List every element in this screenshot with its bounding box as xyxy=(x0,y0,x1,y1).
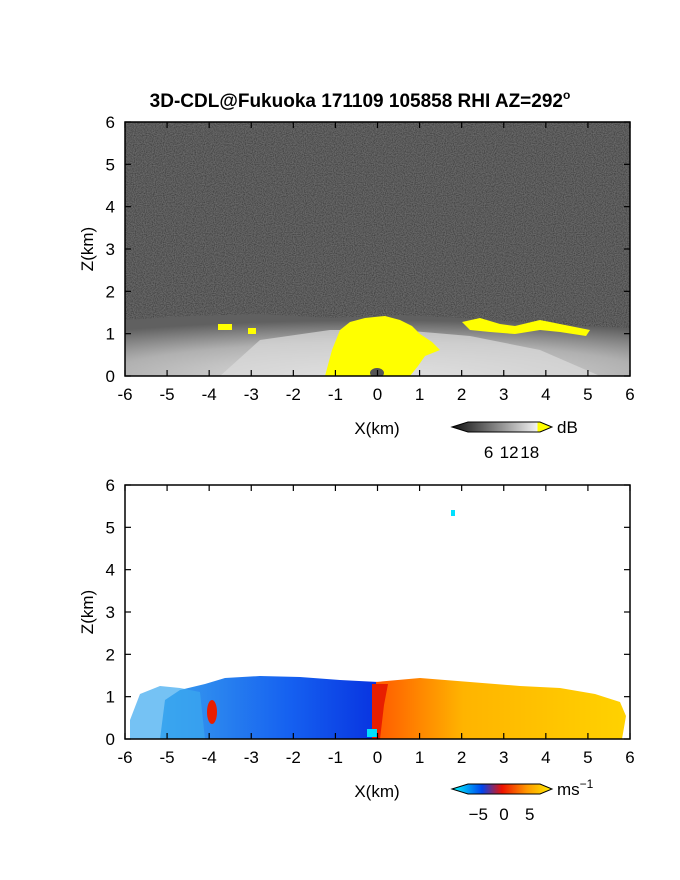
x-tick-label: -5 xyxy=(160,385,175,404)
x-tick-label: 2 xyxy=(457,748,466,767)
x-tick-label: -5 xyxy=(160,748,175,767)
axes-velocity: -6 -5 -4 -3 -2 -1 0 1 2 3 4 5 6 0 1 2 3 4 5 6 xyxy=(106,476,635,767)
yellow-patch-left-1 xyxy=(218,324,232,330)
colorbar-tick-label: 18 xyxy=(520,443,539,462)
x-tick-label: -4 xyxy=(202,385,217,404)
panel-velocity: -6 -5 -4 -3 -2 -1 0 1 2 3 4 5 6 0 1 2 3 4 5 6 X(km) Z(km) m… xyxy=(78,476,635,824)
x-tick-label: 1 xyxy=(415,385,424,404)
red-shear-band xyxy=(372,684,388,739)
y-tick-label: 1 xyxy=(106,688,115,707)
x-tick-label: 2 xyxy=(457,385,466,404)
red-pocket-left xyxy=(207,700,217,724)
colorbar-tick-label: 5 xyxy=(525,805,534,824)
x-tick-label: 0 xyxy=(373,385,382,404)
x-tick-label: -1 xyxy=(328,748,343,767)
yellow-patch-left-2 xyxy=(248,328,256,334)
colorbar-body xyxy=(450,421,554,433)
x-tick-label: 5 xyxy=(583,748,592,767)
y-tick-label: 3 xyxy=(106,603,115,622)
colorbar-velocity: ms−1 −5 0 5 xyxy=(450,777,594,824)
chart-title-degree-sign: o xyxy=(563,88,570,102)
x-tick-label: 1 xyxy=(415,748,424,767)
x-tick-label: -1 xyxy=(328,385,343,404)
x-tick-label: -2 xyxy=(286,748,301,767)
colorbar-tick-label: −5 xyxy=(469,805,488,824)
y-tick-label: 1 xyxy=(106,325,115,344)
y-tick-label: 6 xyxy=(106,113,115,132)
cyan-ground-echo xyxy=(367,729,377,737)
x-tick-label: -3 xyxy=(244,385,259,404)
reflectivity-field xyxy=(125,122,630,376)
x-axis-label: X(km) xyxy=(354,782,399,801)
colorbar-unit: ms−1 xyxy=(557,777,594,799)
colorbar-reflectivity: dB 6 12 18 xyxy=(450,418,578,462)
negative-velocity-region xyxy=(160,676,378,739)
colorbar-tick-label: 12 xyxy=(500,443,519,462)
colorbar-unit-exponent: −1 xyxy=(580,777,594,791)
x-tick-label: -3 xyxy=(244,748,259,767)
x-tick-label: -6 xyxy=(117,748,132,767)
colorbar-body xyxy=(450,783,554,795)
x-tick-label: -2 xyxy=(286,385,301,404)
positive-velocity-region xyxy=(376,678,626,739)
colorbar-tick-label: 0 xyxy=(499,805,508,824)
x-tick-label: 3 xyxy=(499,385,508,404)
y-tick-label: 0 xyxy=(106,367,115,386)
axes-reflectivity: -6 -5 -4 -3 -2 -1 0 1 2 3 4 5 6 0 1 2 3 4 5 6 xyxy=(106,113,635,404)
y-tick-label: 0 xyxy=(106,730,115,749)
y-tick-label: 4 xyxy=(106,198,115,217)
colorbar-unit: dB xyxy=(557,418,578,437)
y-tick-label: 4 xyxy=(106,561,115,580)
y-axis-label: Z(km) xyxy=(78,227,97,271)
x-axis-label: X(km) xyxy=(354,419,399,438)
colorbar-unit-base: ms xyxy=(557,780,580,799)
x-tick-label: 5 xyxy=(583,385,592,404)
x-tick-label: 4 xyxy=(541,385,550,404)
x-tick-label: 6 xyxy=(625,748,634,767)
colorbar-tick-label: 6 xyxy=(484,443,493,462)
x-tick-label: 3 xyxy=(499,748,508,767)
y-tick-label: 5 xyxy=(106,155,115,174)
chart-title-text: 3D-CDL@Fukuoka 171109 105858 RHI AZ=292 xyxy=(150,91,563,112)
negative-velocity-fringe xyxy=(130,686,205,739)
y-axis-label: Z(km) xyxy=(78,590,97,634)
y-tick-label: 3 xyxy=(106,240,115,259)
y-tick-label: 5 xyxy=(106,518,115,537)
y-tick-label: 6 xyxy=(106,476,115,495)
x-tick-label: -6 xyxy=(117,385,132,404)
y-tick-label: 2 xyxy=(106,282,115,301)
x-tick-label: 4 xyxy=(541,748,550,767)
yellow-patch-right xyxy=(462,318,590,336)
chart-title: 3D-CDL@Fukuoka 171109 105858 RHI AZ=292o xyxy=(150,88,571,112)
x-tick-label: 0 xyxy=(373,748,382,767)
velocity-field xyxy=(125,485,630,739)
y-tick-label: 2 xyxy=(106,645,115,664)
isolated-echo xyxy=(451,510,455,516)
x-tick-label: 6 xyxy=(625,385,634,404)
yellow-core xyxy=(325,316,440,376)
x-tick-label: -4 xyxy=(202,748,217,767)
